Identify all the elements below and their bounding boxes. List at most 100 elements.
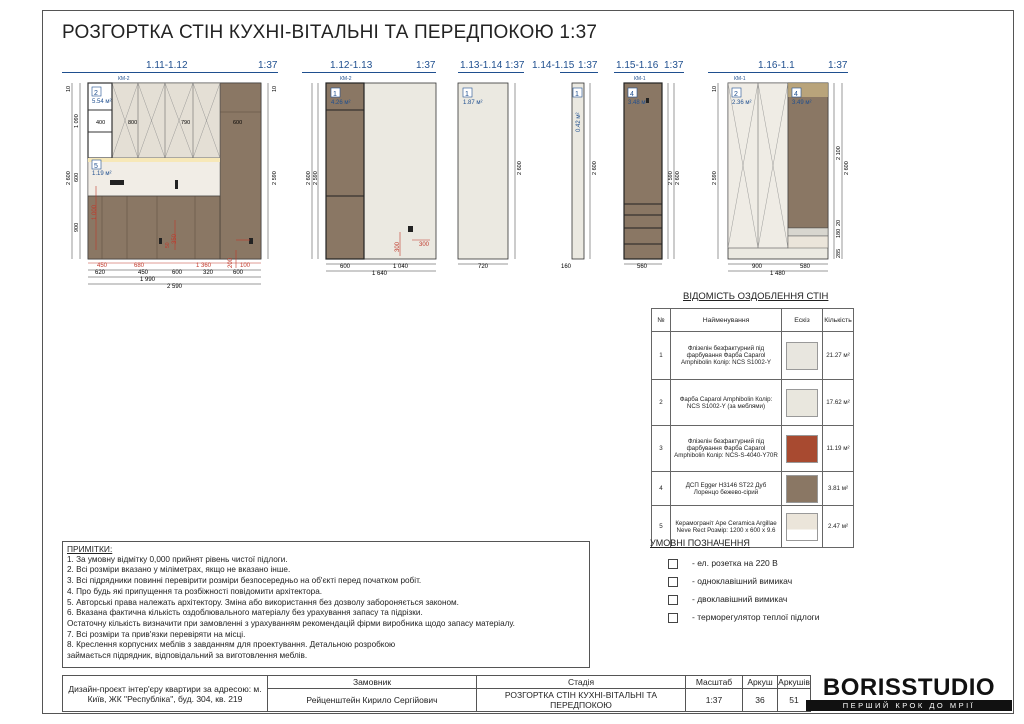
table-row: 2 Фарба Caparol Amphibolin Колір: NCS S1… (651, 379, 854, 426)
finishes-table: № Найменування Ескіз Кількість 1 Флізелі… (651, 308, 854, 548)
note-line: 2. Всі розміри вказано у міліметрах, якщ… (67, 565, 291, 575)
svg-text:2 590: 2 590 (272, 171, 278, 185)
svg-text:50: 50 (165, 242, 171, 248)
svg-text:600: 600 (340, 264, 351, 270)
svg-text:2: 2 (94, 90, 98, 97)
legend-switch-single: - одноклавішний вимикач (668, 576, 792, 587)
svg-text:100: 100 (240, 263, 251, 269)
elev-underline-5 (614, 72, 684, 73)
client-name: Рейценштейн Кирило Сергійович (267, 688, 477, 712)
svg-text:600: 600 (233, 120, 242, 126)
table-row: 3 Флізелін безфактурний під фарбування Ф… (651, 425, 854, 472)
table-row: 1 Флізелін безфактурний під фарбування Ф… (651, 331, 854, 380)
switch-single-icon (668, 576, 678, 587)
elev-underline-1 (62, 72, 278, 73)
swatch-4 (786, 474, 818, 503)
svg-text:0.42 м²: 0.42 м² (576, 113, 582, 132)
brand-slogan: ПЕРШИЙ КРОК ДО МРІЇ (806, 700, 1012, 711)
finishes-title: ВІДОМІСТЬ ОЗДОБЛЕННЯ СТІН (683, 291, 829, 302)
elev-underline-6 (708, 72, 848, 73)
svg-text:580: 580 (800, 264, 811, 270)
elev-scale-6: 1:37 (828, 60, 848, 71)
note-line: 3. Всі підрядники повинні перевірити роз… (67, 576, 422, 586)
svg-text:350: 350 (172, 233, 178, 244)
swatch-3 (786, 434, 818, 463)
sheet-title: РОЗГОРТКА СТІН КУХНІ-ВІТАЛЬНІ ТА ПЕРЕДПО… (62, 22, 598, 43)
svg-text:2 590: 2 590 (167, 284, 183, 290)
svg-text:1 480: 1 480 (770, 271, 786, 277)
svg-text:1 000: 1 000 (92, 204, 98, 220)
svg-text:20: 20 (836, 220, 842, 226)
svg-text:КМ-1: КМ-1 (734, 76, 746, 82)
svg-text:600: 600 (233, 270, 244, 276)
elevation-2: 1 4.26 м² КМ-2 300 300 2 600 2 590 600 1… (306, 76, 437, 277)
svg-text:400: 400 (96, 120, 105, 126)
col-no: № (651, 308, 671, 332)
svg-text:5: 5 (94, 163, 98, 170)
sheet-label: Аркуш (742, 675, 778, 689)
elevation-3: 1 1.87 м² 2 600 720 (457, 82, 523, 270)
client-label: Замовник (267, 675, 477, 689)
swatch-2 (786, 388, 818, 417)
thermostat-icon (668, 612, 678, 623)
svg-text:180: 180 (836, 229, 842, 238)
note-line: 7. Всі розміри та прив'язки перевіряти н… (67, 629, 246, 639)
svg-text:900: 900 (752, 264, 763, 270)
legend-thermostat: - терморегулятор теплої підлоги (668, 612, 820, 623)
svg-text:1.87 м²: 1.87 м² (463, 100, 482, 106)
svg-text:2 590: 2 590 (313, 171, 319, 185)
svg-text:КМ-2: КМ-2 (340, 76, 352, 82)
svg-text:3.49 м²: 3.49 м² (792, 100, 811, 106)
stage-label: Стадія (476, 675, 686, 689)
svg-text:300: 300 (419, 242, 430, 248)
svg-text:285: 285 (836, 249, 842, 258)
svg-text:1 090: 1 090 (74, 114, 80, 128)
note-line: 1. За умовну відмітку 0,000 прийнят ріве… (67, 554, 288, 564)
elevation-4: 1 0.42 м² 2 600 160 (561, 82, 598, 270)
svg-text:560: 560 (637, 264, 648, 270)
svg-text:4: 4 (630, 91, 634, 98)
col-name: Найменування (670, 308, 782, 332)
elev-label-3: 1.13-1.14 (460, 60, 503, 71)
svg-text:1: 1 (465, 91, 469, 98)
svg-text:1 990: 1 990 (140, 277, 156, 283)
title-block: Дизайн-проєкт інтер'єру квартири за адре… (62, 675, 811, 712)
svg-text:450: 450 (138, 270, 149, 276)
svg-text:1: 1 (575, 91, 579, 98)
elev-scale-1: 1:37 (258, 60, 278, 71)
svg-text:1.19 м²: 1.19 м² (92, 171, 111, 177)
elev-label-2: 1.12-1.13 (330, 60, 373, 71)
svg-text:600: 600 (172, 270, 183, 276)
swatch-1 (786, 341, 818, 370)
col-sketch: Ескіз (781, 308, 823, 332)
svg-text:160: 160 (561, 264, 572, 270)
elev-label-1: 1.11-1.12 (146, 60, 188, 71)
elev-underline-2 (302, 72, 436, 73)
svg-text:2 590: 2 590 (668, 171, 674, 185)
svg-text:1 640: 1 640 (372, 271, 388, 277)
svg-text:800: 800 (128, 120, 137, 126)
note-line: 5. Авторські права належать архітектору.… (67, 597, 459, 607)
sheet-frame (42, 10, 1014, 714)
note-line: займається підрядник, відповідальний за … (67, 651, 308, 661)
svg-text:КМ-1: КМ-1 (634, 76, 646, 82)
svg-text:1: 1 (333, 91, 337, 98)
note-line: Остаточну кількість визначити при замовл… (67, 618, 515, 628)
elevation-1: 1 000 350 50 200 2 5.54 м² 5 1.19 м² КМ-… (66, 76, 278, 290)
svg-text:600: 600 (74, 173, 80, 182)
table-row: 4 ДСП Egger H3146 ST22 Дуб Лоренцо бежев… (651, 471, 854, 506)
elev-label-5: 1.15-1.16 (616, 60, 659, 71)
elev-scale-2: 1:37 (416, 60, 436, 71)
sheet-value: 36 (742, 688, 778, 712)
svg-text:3.48 м²: 3.48 м² (628, 100, 647, 106)
svg-text:320: 320 (203, 270, 214, 276)
svg-text:2 590: 2 590 (712, 171, 718, 185)
scale-label: Масштаб (685, 675, 743, 689)
stage-value: РОЗГОРТКА СТІН КУХНІ-ВІТАЛЬНІ ТА ПЕРЕДПО… (476, 688, 686, 712)
svg-text:720: 720 (478, 264, 489, 270)
svg-text:900: 900 (74, 223, 80, 232)
note-line: 8. Креслення корпусних меблів з завдання… (67, 640, 396, 650)
legend-socket: - ел. розетка на 220 В (668, 558, 778, 569)
elev-label-6: 1.16-1.1 (758, 60, 795, 71)
svg-text:1 360: 1 360 (196, 263, 212, 269)
